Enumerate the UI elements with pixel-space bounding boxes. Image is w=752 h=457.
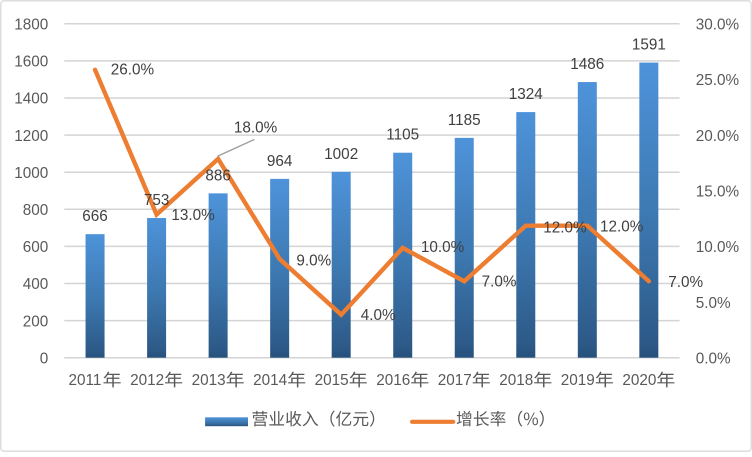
svg-text:200: 200 [23, 313, 49, 330]
svg-text:2015: 2015 [315, 372, 349, 389]
svg-text:2019: 2019 [561, 372, 595, 389]
svg-text:10.0%: 10.0% [696, 239, 740, 256]
svg-text:1400: 1400 [14, 91, 48, 108]
svg-text:2017: 2017 [438, 372, 472, 389]
svg-text:0.0%: 0.0% [696, 350, 731, 367]
svg-text:2020: 2020 [622, 372, 656, 389]
svg-text:753: 753 [144, 192, 170, 209]
svg-text:1600: 1600 [14, 54, 48, 71]
svg-text:1591: 1591 [632, 37, 666, 54]
svg-text:1105: 1105 [386, 127, 419, 144]
svg-text:964: 964 [267, 153, 293, 170]
svg-text:2013: 2013 [192, 372, 226, 389]
svg-text:15.0%: 15.0% [696, 183, 740, 200]
svg-text:1002: 1002 [324, 146, 358, 163]
svg-text:9.0%: 9.0% [296, 252, 331, 269]
svg-text:20.0%: 20.0% [696, 128, 740, 145]
svg-text:886: 886 [205, 167, 231, 184]
svg-text:2011: 2011 [69, 372, 102, 389]
svg-text:2018: 2018 [499, 372, 533, 389]
svg-text:5.0%: 5.0% [696, 295, 731, 312]
svg-text:12.0%: 12.0% [600, 219, 644, 236]
svg-text:1000: 1000 [14, 165, 48, 182]
svg-text:1324: 1324 [509, 86, 544, 103]
svg-text:26.0%: 26.0% [111, 62, 155, 79]
svg-text:600: 600 [23, 239, 49, 256]
svg-text:800: 800 [23, 202, 49, 219]
svg-text:12.0%: 12.0% [543, 219, 587, 236]
svg-text:18.0%: 18.0% [234, 120, 278, 137]
svg-text:4.0%: 4.0% [361, 307, 396, 324]
svg-text:1486: 1486 [570, 56, 604, 73]
svg-text:1200: 1200 [14, 128, 48, 145]
svg-text:2014: 2014 [253, 372, 288, 389]
svg-text:13.0%: 13.0% [171, 207, 215, 224]
svg-text:7.0%: 7.0% [668, 274, 703, 291]
svg-text:2016: 2016 [376, 372, 410, 389]
svg-text:7.0%: 7.0% [482, 274, 517, 291]
svg-text:0: 0 [40, 350, 49, 367]
svg-text:30.0%: 30.0% [696, 17, 740, 34]
svg-text:400: 400 [23, 276, 49, 293]
svg-text:10.0%: 10.0% [421, 239, 465, 256]
svg-text:2012: 2012 [130, 372, 164, 389]
svg-text:1800: 1800 [14, 17, 48, 34]
svg-text:25.0%: 25.0% [696, 72, 740, 89]
svg-text:666: 666 [82, 208, 108, 225]
svg-text:1185: 1185 [448, 112, 481, 129]
